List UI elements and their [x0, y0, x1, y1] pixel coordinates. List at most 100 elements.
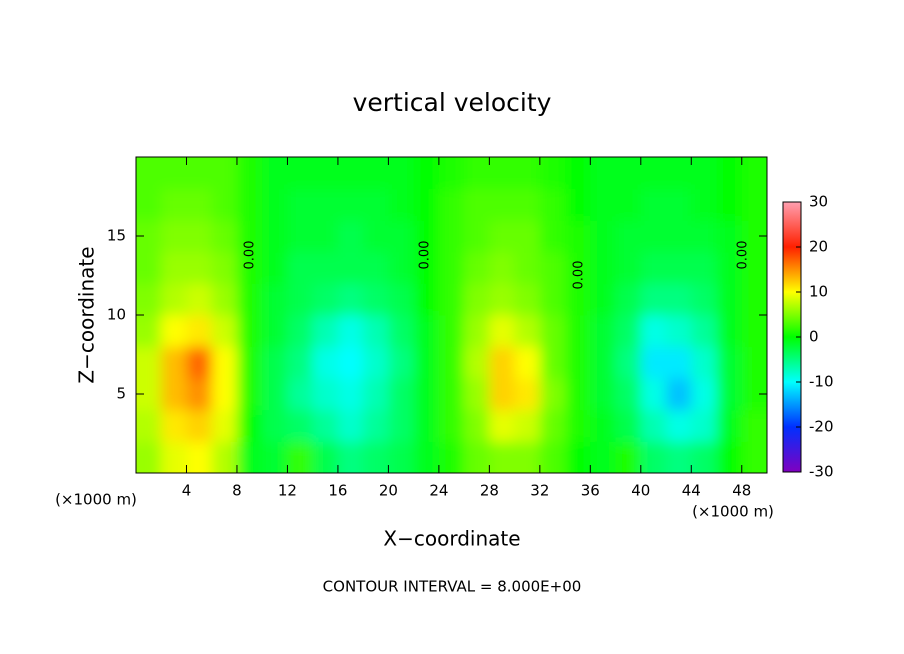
field-cell	[640, 441, 667, 473]
x-tick-label: 44	[682, 482, 701, 500]
field-cell	[236, 409, 263, 442]
field-cell	[514, 157, 541, 190]
field-cell	[312, 315, 339, 348]
field-cell	[211, 441, 238, 473]
field-cell	[464, 346, 490, 379]
field-cell	[363, 157, 389, 190]
field-cell	[236, 378, 263, 411]
colorbar-tick-label: -30	[809, 463, 834, 481]
field-cell	[716, 346, 743, 379]
field-cell	[312, 378, 339, 411]
field-cell	[363, 188, 389, 221]
x-tick-label: 40	[631, 482, 650, 500]
field-cell	[312, 283, 339, 316]
field-cell	[464, 283, 490, 316]
field-cell	[615, 251, 642, 284]
field-cell	[640, 188, 667, 221]
field-cell	[413, 378, 440, 411]
field-cell	[514, 251, 541, 284]
field-cell	[666, 188, 692, 221]
field-cell	[666, 283, 692, 316]
field-cell	[590, 346, 617, 379]
field-cell	[615, 157, 642, 190]
field-cell	[716, 188, 743, 221]
field-cell	[413, 188, 440, 221]
field-cell	[186, 441, 213, 473]
field-cell	[615, 409, 642, 442]
field-cell	[691, 315, 718, 348]
field-cell	[363, 315, 389, 348]
field-cell	[741, 188, 767, 221]
field-cell	[388, 157, 415, 190]
field-cell	[615, 188, 642, 221]
field-cell	[363, 283, 389, 316]
field-cell	[666, 409, 692, 442]
field-cell	[565, 188, 591, 221]
field-cell	[489, 346, 516, 379]
field-cell	[489, 157, 516, 190]
field-cell	[539, 188, 566, 221]
x-tick-label: 12	[278, 482, 297, 500]
field-cell	[464, 315, 490, 348]
field-cell	[514, 315, 541, 348]
field-cell	[211, 251, 238, 284]
x-tick-label: 24	[429, 482, 448, 500]
field-cell	[438, 346, 465, 379]
field-cell	[489, 283, 516, 316]
field-cell	[464, 188, 490, 221]
field-cell	[590, 378, 617, 411]
field-cell	[514, 441, 541, 473]
field-cell	[186, 157, 213, 190]
contour-label: 0.00	[572, 261, 587, 290]
field-cell	[565, 346, 591, 379]
field-cell	[287, 315, 314, 348]
field-cell	[388, 188, 415, 221]
field-cell	[413, 346, 440, 379]
field-cell	[514, 346, 541, 379]
field-cell	[590, 441, 617, 473]
field-cell	[388, 409, 415, 442]
x-tick-label: 48	[732, 482, 751, 500]
field-cell	[211, 188, 238, 221]
field-cell	[363, 220, 389, 253]
field-cell	[161, 220, 187, 253]
field-cell	[413, 441, 440, 473]
field-cell	[312, 346, 339, 379]
field-cell	[186, 409, 213, 442]
field-cell	[464, 220, 490, 253]
field-cells	[136, 157, 767, 473]
contour-label: 0.00	[243, 241, 258, 270]
field-cell	[691, 346, 718, 379]
x-unit-label: (×1000 m)	[55, 491, 137, 509]
field-cell	[161, 157, 187, 190]
field-cell	[337, 409, 364, 442]
field-cell	[464, 409, 490, 442]
field-cell	[438, 441, 465, 473]
field-cell	[464, 441, 490, 473]
colorbar-tick-label: -20	[809, 418, 834, 436]
field-cell	[262, 346, 288, 379]
x-tick-label: 32	[530, 482, 549, 500]
field-cell	[590, 157, 617, 190]
field-cell	[363, 378, 389, 411]
field-cell	[666, 157, 692, 190]
field-cell	[438, 409, 465, 442]
field-cell	[666, 315, 692, 348]
field-cell	[590, 220, 617, 253]
field-cell	[438, 220, 465, 253]
field-cell	[388, 441, 415, 473]
field-cell	[136, 283, 162, 316]
contour-label: 0.00	[736, 241, 751, 270]
field-cell	[211, 220, 238, 253]
field-cell	[161, 441, 187, 473]
colorbar-tick-label: 10	[809, 283, 828, 301]
field-cell	[413, 157, 440, 190]
x-unit-label: (×1000 m)	[692, 503, 774, 521]
field-cell	[363, 409, 389, 442]
field-cell	[716, 378, 743, 411]
field-cell	[438, 283, 465, 316]
field-cell	[236, 315, 263, 348]
field-cell	[666, 220, 692, 253]
field-cell	[312, 188, 339, 221]
x-axis-label: X−coordinate	[383, 527, 520, 551]
